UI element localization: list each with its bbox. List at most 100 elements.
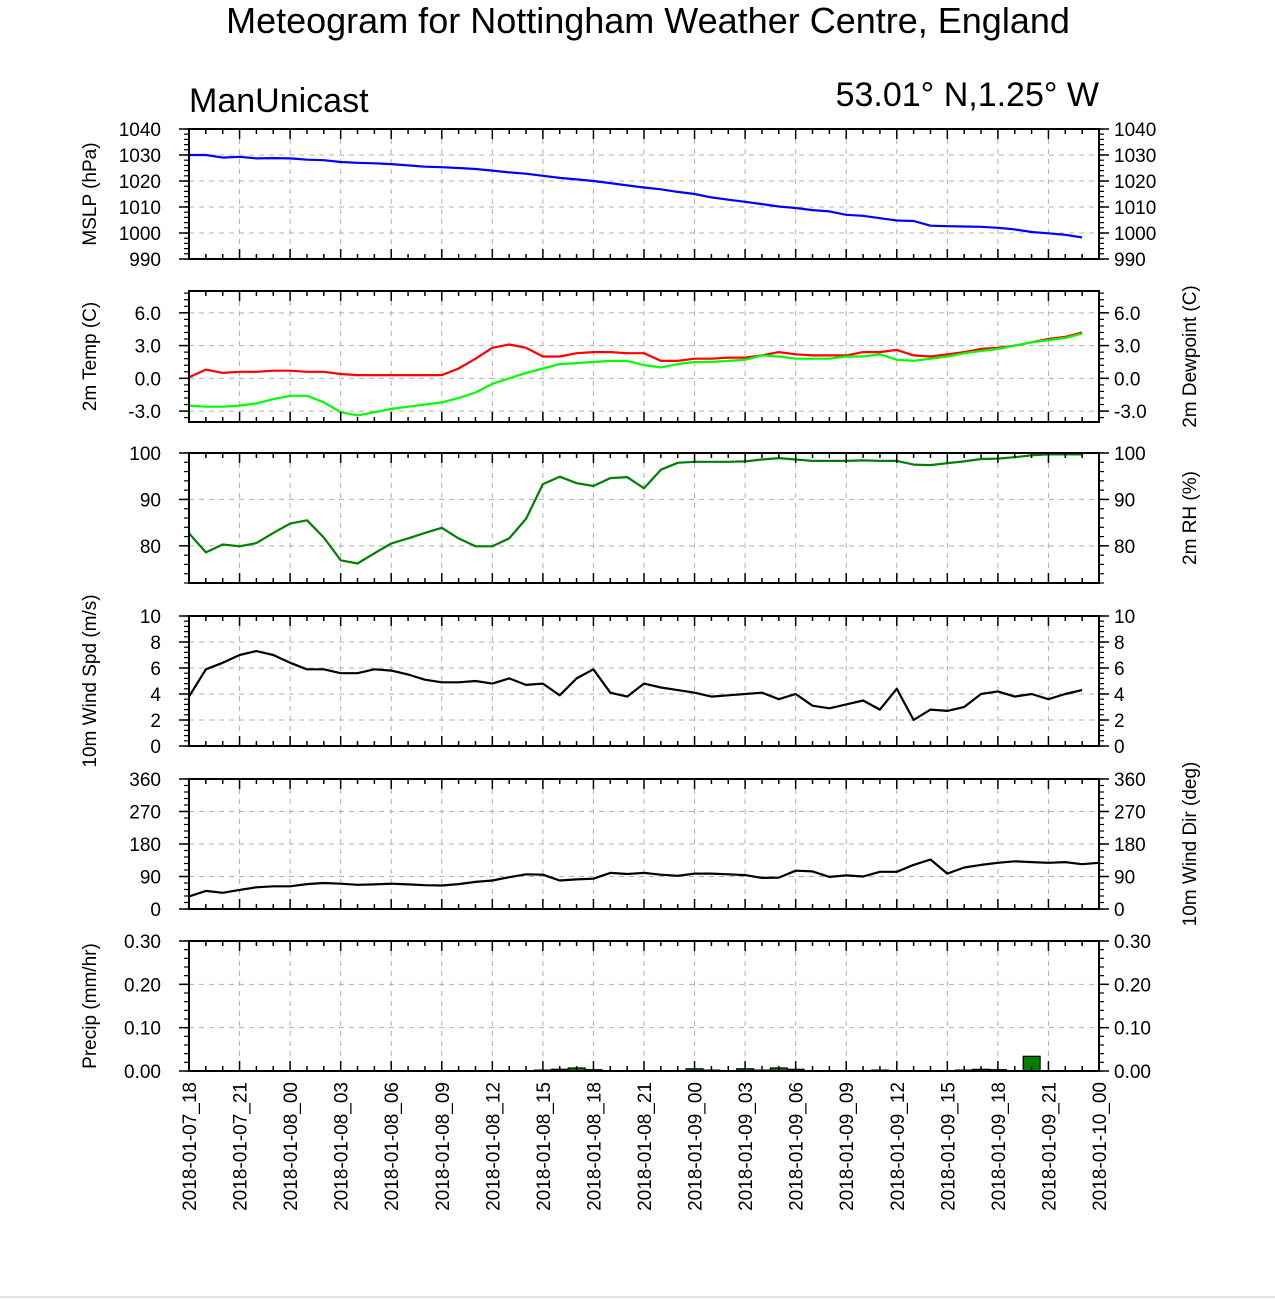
y-tick-label-right: -3.0 [1114,402,1147,423]
x-tick-label: 2018-01-09_18 [989,1082,1010,1211]
y-tick-label: 1010 [119,198,161,219]
y-tick-label-right: 4 [1114,685,1125,706]
x-tick-label: 2018-01-08_00 [281,1082,302,1211]
y-tick-label: 1040 [119,120,161,141]
y-tick-label-right: 1010 [1114,198,1156,219]
y-axis-label: MSLP (hPa) [80,142,101,245]
series-line-dir [188,858,1100,898]
panel-dir: 0 0 90 90 180 180 270 270 360 360 10m Wind Dir (de… [129,762,1201,927]
y-tick-label-right: 360 [1114,770,1146,791]
y-axis-label: Precip (mm/hr) [80,943,101,1069]
x-tick-label: 2018-01-09_06 [787,1082,808,1211]
panel-rh: 80 80 90 90 100 100 2m RH (%) [129,444,1201,584]
x-axis: 2018-01-07_18 2018-01-07_21 2018-01-08_00 2… [180,1082,1111,1211]
y-tick-label-right: 80 [1114,537,1135,558]
y-tick-label-right: 0.20 [1114,975,1151,996]
y-tick-label-right: 3.0 [1114,337,1140,358]
panel-mslp: 990 990 1000 1000 1010 1010 1020 1020 1030 1030 10… [80,120,1156,271]
location-label: 53.01° N,1.25° W [836,76,1099,114]
y-tick-label-right: 0.00 [1114,1062,1151,1083]
y-axis-label-right: 2m RH (%) [1180,471,1201,565]
y-tick-label: 0.30 [124,932,161,953]
y-axis-label-right: 10m Wind Dir (deg) [1180,762,1201,927]
y-tick-label: 90 [140,868,161,889]
y-tick-label-right: 270 [1114,803,1146,824]
y-tick-label-right: 1020 [1114,172,1156,193]
x-tick-label: 2018-01-08_12 [483,1082,504,1211]
y-tick-label: 6 [150,659,161,680]
y-tick-label-right: 990 [1114,250,1146,271]
y-tick-label: 0.10 [124,1019,161,1040]
y-tick-label: 6.0 [135,304,161,325]
y-tick-label: 2 [150,711,161,732]
y-tick-label-right: 180 [1114,835,1146,856]
x-tick-label: 2018-01-09_03 [736,1082,757,1211]
x-tick-label: 2018-01-10_00 [1090,1082,1111,1211]
y-tick-label-right: 90 [1114,490,1135,511]
y-tick-label-right: 10 [1114,607,1135,628]
y-tick-label: 990 [129,250,161,271]
y-tick-label: -3.0 [128,402,161,423]
panel-precip: 0.00 0.00 0.10 0.10 0.20 0.20 0.30 0.30 Precip (… [80,932,1151,1083]
y-tick-label-right: 0.30 [1114,932,1151,953]
series-line-mslp [189,153,1083,239]
x-tick-label: 2018-01-07_18 [180,1082,201,1211]
y-tick-label: 80 [140,537,161,558]
panel-wind: 0 0 2 2 4 4 6 6 8 8 10 10 10m Wind Spd (m/s) [80,594,1135,767]
x-tick-label: 2018-01-09_09 [837,1082,858,1211]
x-tick-label: 2018-01-07_21 [231,1082,252,1211]
y-tick-label-right: 0.10 [1114,1019,1151,1040]
y-tick-label-right: 8 [1114,633,1125,654]
y-tick-label: 1030 [119,146,161,167]
y-tick-label-right: 6.0 [1114,304,1140,325]
series-line-temp-1 [188,332,1083,417]
y-tick-label-right: 90 [1114,868,1135,889]
y-tick-label: 0.0 [135,369,161,390]
y-tick-label-right: 100 [1114,444,1146,465]
x-tick-label: 2018-01-08_15 [534,1082,555,1211]
y-tick-label: 1000 [119,224,161,245]
y-tick-label-right: 2 [1114,711,1125,732]
y-tick-label: 360 [129,770,161,791]
y-tick-label: 180 [129,835,161,856]
y-tick-label: 1020 [119,172,161,193]
y-tick-label: 270 [129,803,161,824]
series-line-temp [188,331,1083,379]
y-tick-label-right: 0 [1114,737,1125,758]
x-tick-label: 2018-01-09_15 [938,1082,959,1211]
y-tick-label: 0 [150,900,161,921]
y-tick-label: 90 [140,490,161,511]
y-tick-label: 0.20 [124,975,161,996]
y-tick-label: 8 [150,633,161,654]
y-tick-label: 3.0 [135,337,161,358]
y-axis-label-right: 2m Dewpoint (C) [1180,285,1201,428]
y-tick-label: 0 [150,737,161,758]
x-tick-label: 2018-01-08_09 [433,1082,454,1211]
y-axis-label: 10m Wind Spd (m/s) [80,594,101,767]
series-line-rh [188,453,1083,565]
x-tick-label: 2018-01-08_03 [332,1082,353,1211]
x-tick-label: 2018-01-09_12 [888,1082,909,1211]
y-tick-label: 10 [140,607,161,628]
y-tick-label-right: 0 [1114,900,1125,921]
panel-temp: -3.0 -3.0 0.0 0.0 3.0 3.0 6.0 6.0 2m Temp (C) 2m … [80,285,1201,428]
x-tick-label: 2018-01-09_00 [686,1082,707,1211]
y-tick-label: 0.00 [124,1062,161,1083]
x-tick-label: 2018-01-08_06 [382,1082,403,1211]
y-tick-label-right: 6 [1114,659,1125,680]
y-tick-label-right: 0.0 [1114,369,1140,390]
x-tick-label: 2018-01-08_21 [635,1082,656,1211]
x-tick-label: 2018-01-09_21 [1039,1082,1060,1211]
y-axis-label: 2m Temp (C) [80,302,101,411]
y-tick-label: 4 [150,685,161,706]
y-tick-label-right: 1040 [1114,120,1156,141]
x-tick-label: 2018-01-08_18 [584,1082,605,1211]
y-tick-label-right: 1030 [1114,146,1156,167]
chart-title: Meteogram for Nottingham Weather Centre,… [226,0,1070,41]
y-tick-label: 100 [129,444,161,465]
series-line-wind [188,649,1083,722]
y-tick-label-right: 1000 [1114,224,1156,245]
model-label: ManUnicast [189,82,369,120]
